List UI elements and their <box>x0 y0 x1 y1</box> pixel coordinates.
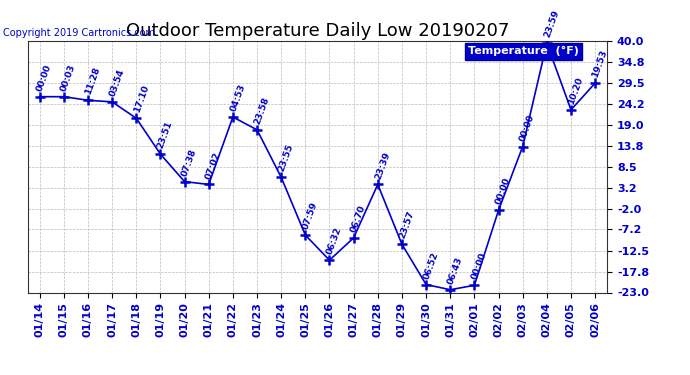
Text: 10:20: 10:20 <box>566 76 585 106</box>
Text: 07:59: 07:59 <box>301 201 319 231</box>
Text: 23:55: 23:55 <box>277 143 295 173</box>
Text: 23:57: 23:57 <box>397 210 416 240</box>
Text: 00:00: 00:00 <box>470 252 488 281</box>
Text: 23:39: 23:39 <box>373 150 392 180</box>
Text: 06:32: 06:32 <box>325 226 344 256</box>
Text: 07:02: 07:02 <box>204 150 223 180</box>
Text: 00:03: 00:03 <box>59 63 78 93</box>
Text: 00:00: 00:00 <box>35 63 53 93</box>
Text: 23:58: 23:58 <box>253 96 271 126</box>
Text: 00:00: 00:00 <box>494 177 512 206</box>
Text: 00:00: 00:00 <box>518 113 536 142</box>
Text: 11:28: 11:28 <box>83 66 102 96</box>
Text: 07:38: 07:38 <box>180 147 199 177</box>
Text: 19:53: 19:53 <box>591 49 609 79</box>
Title: Outdoor Temperature Daily Low 20190207: Outdoor Temperature Daily Low 20190207 <box>126 22 509 40</box>
Text: 04:53: 04:53 <box>228 83 247 113</box>
Text: 23:59: 23:59 <box>542 9 561 39</box>
Text: 17:10: 17:10 <box>132 84 150 114</box>
Text: 06:52: 06:52 <box>422 251 440 280</box>
Text: 06:43: 06:43 <box>446 256 464 285</box>
Text: Temperature  (°F): Temperature (°F) <box>468 46 579 56</box>
Text: 06:70: 06:70 <box>349 204 368 234</box>
Text: Copyright 2019 Cartronics.com: Copyright 2019 Cartronics.com <box>3 28 155 38</box>
Text: 23:51: 23:51 <box>156 120 175 150</box>
Text: 03:54: 03:54 <box>108 68 126 98</box>
